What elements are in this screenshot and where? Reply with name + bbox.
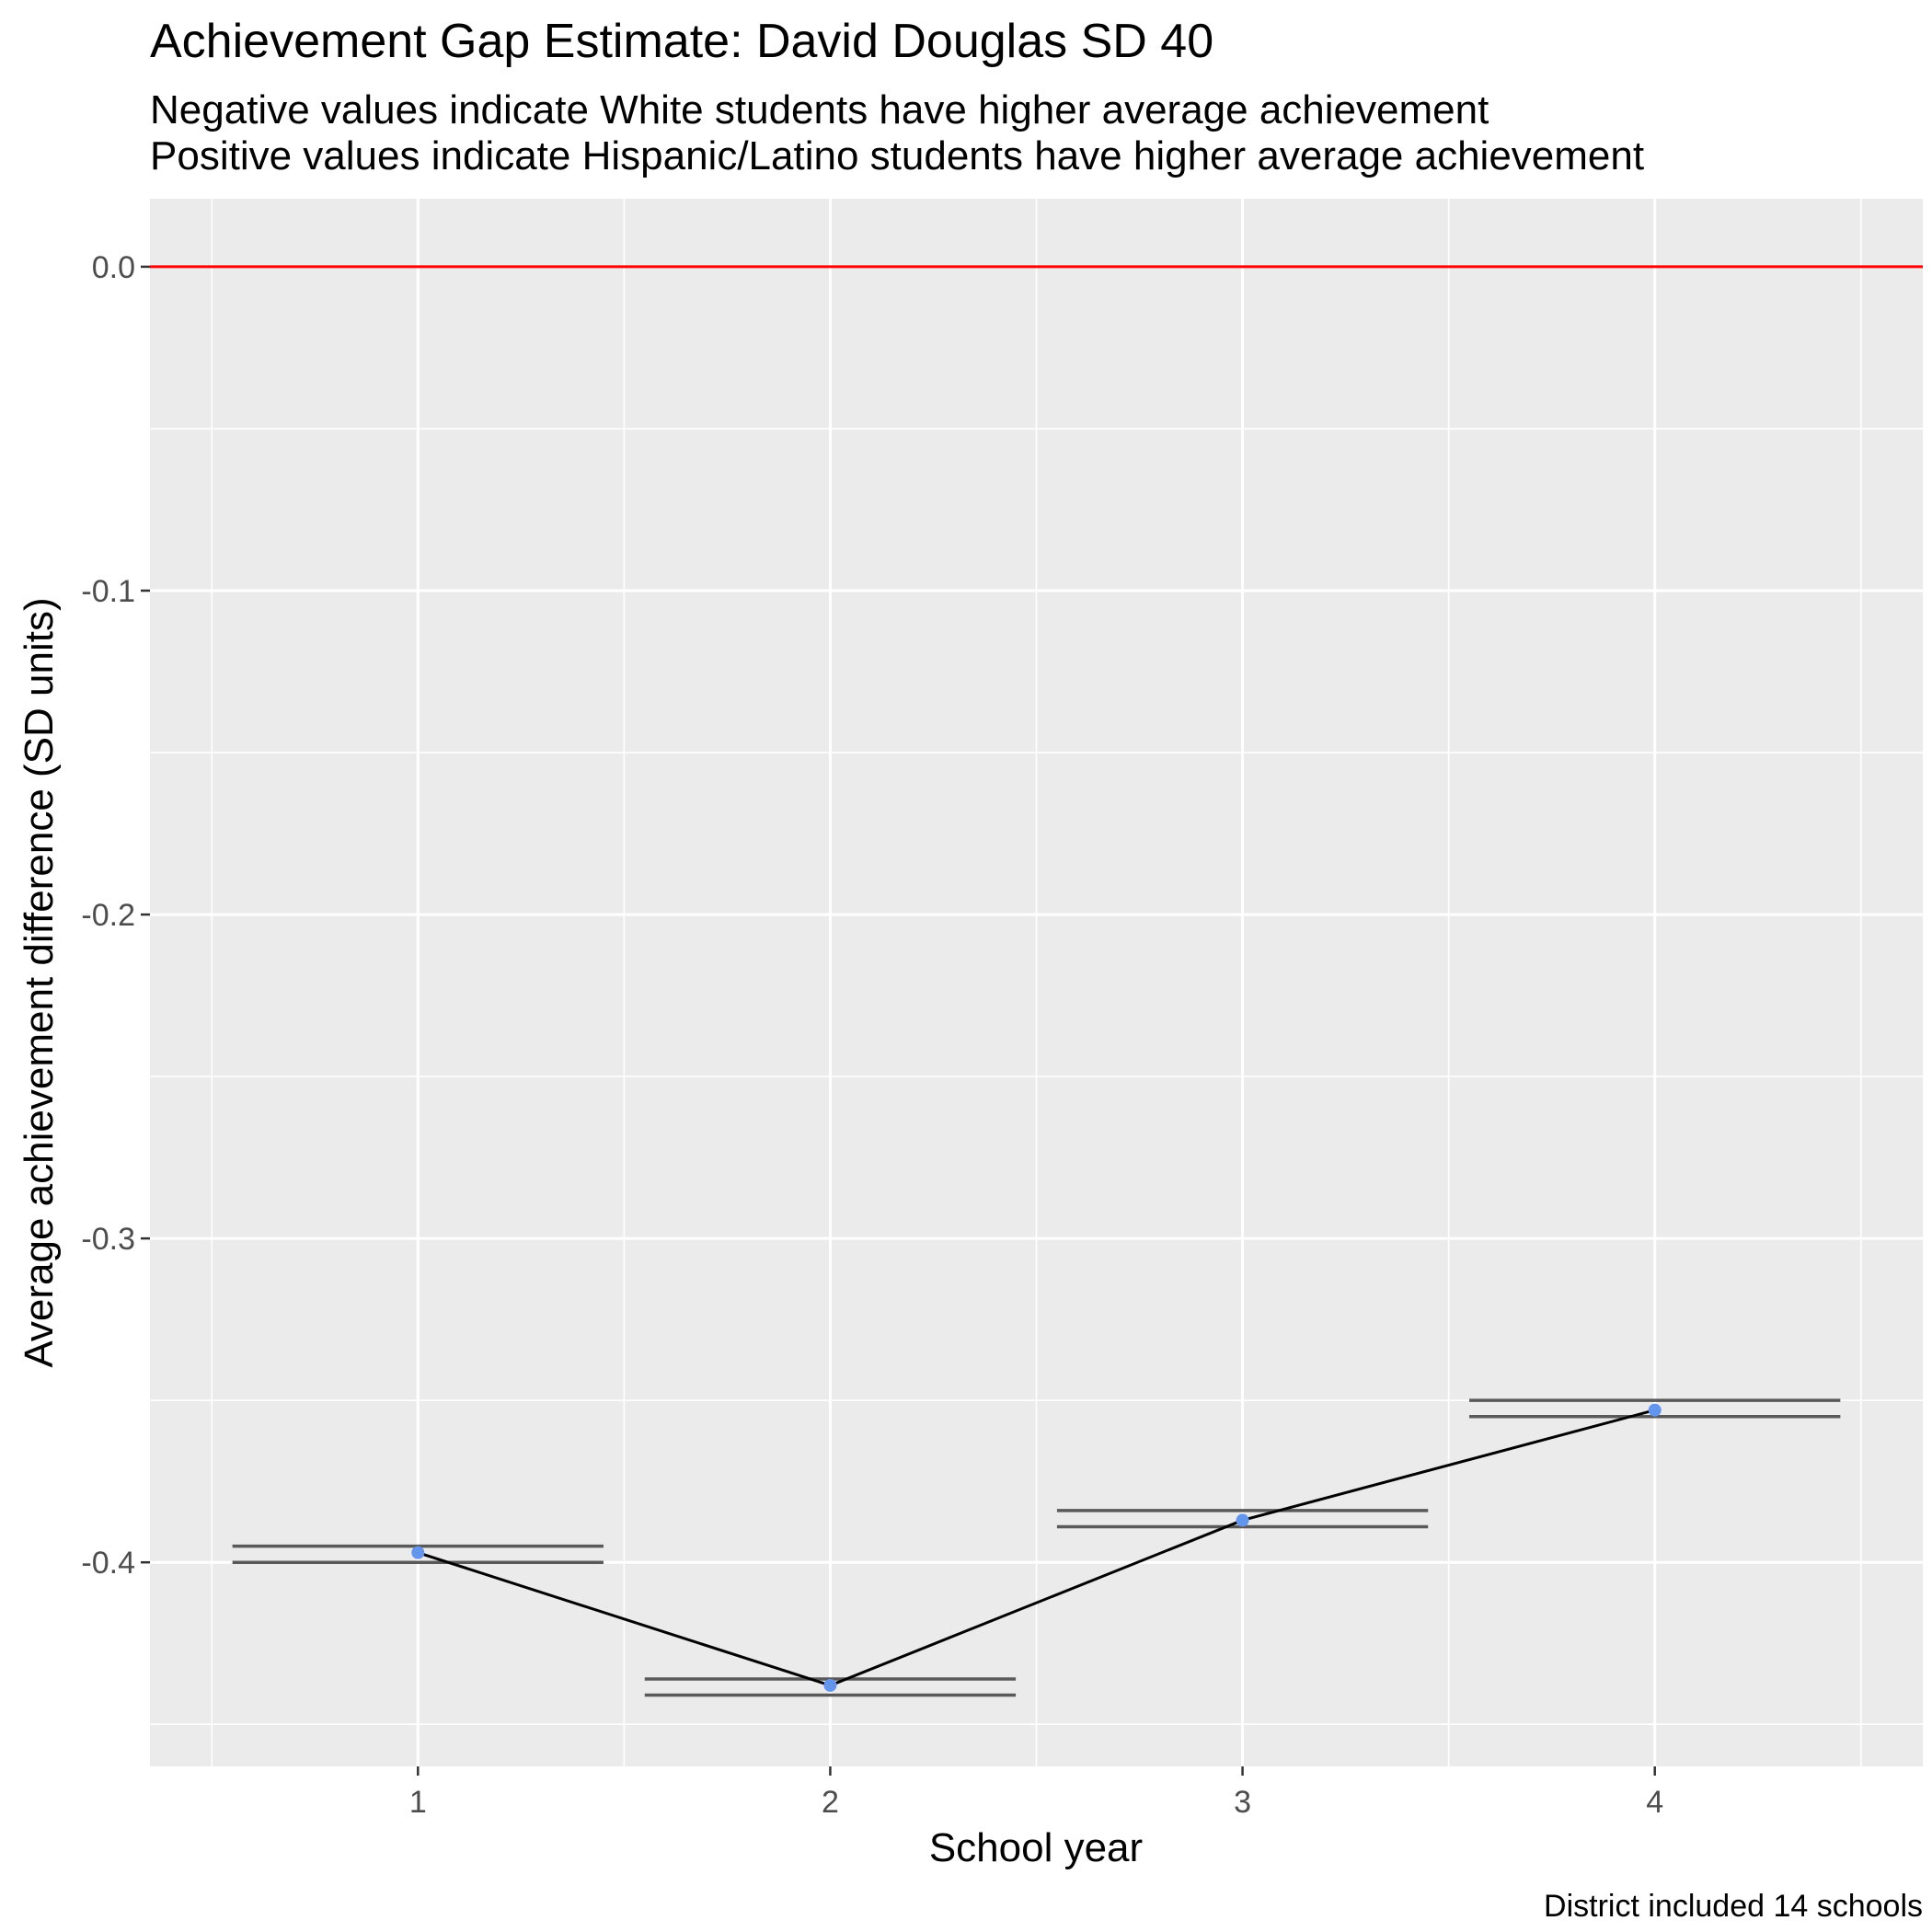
data-point (1648, 1403, 1662, 1417)
x-axis-ticks: 1 2 3 4 (409, 1766, 1663, 1820)
x-tick-label: 1 (409, 1785, 427, 1820)
y-tick-label: -0.2 (81, 898, 135, 933)
y-tick-label: -0.1 (81, 574, 135, 609)
x-tick-label: 2 (822, 1785, 839, 1820)
data-points (411, 1403, 1662, 1692)
error-bars (232, 1398, 1841, 1697)
x-tick-label: 4 (1646, 1785, 1663, 1820)
y-axis-ticks: 0.0 -0.1 -0.2 -0.3 -0.4 (81, 250, 150, 1581)
data-point (1236, 1513, 1249, 1527)
grid-minor (150, 199, 1923, 1766)
data-point (823, 1678, 837, 1692)
chart-subtitle-line-1: Negative values indicate White students … (150, 87, 1489, 132)
data-point (411, 1546, 425, 1559)
x-tick-label: 3 (1234, 1785, 1251, 1820)
x-axis-title: School year (929, 1825, 1143, 1870)
chart-subtitle-line-2: Positive values indicate Hispanic/Latino… (150, 133, 1644, 178)
y-tick-label: -0.4 (81, 1546, 135, 1581)
chart-caption: District included 14 schools (1544, 1889, 1923, 1924)
y-axis-title: Average achievement difference (SD units… (17, 597, 62, 1367)
series-line (417, 1409, 1656, 1687)
chart-title: Achievement Gap Estimate: David Douglas … (150, 15, 1213, 68)
series-line-group (417, 1409, 1656, 1687)
y-tick-label: 0.0 (92, 250, 135, 285)
y-tick-label: -0.3 (81, 1222, 135, 1257)
